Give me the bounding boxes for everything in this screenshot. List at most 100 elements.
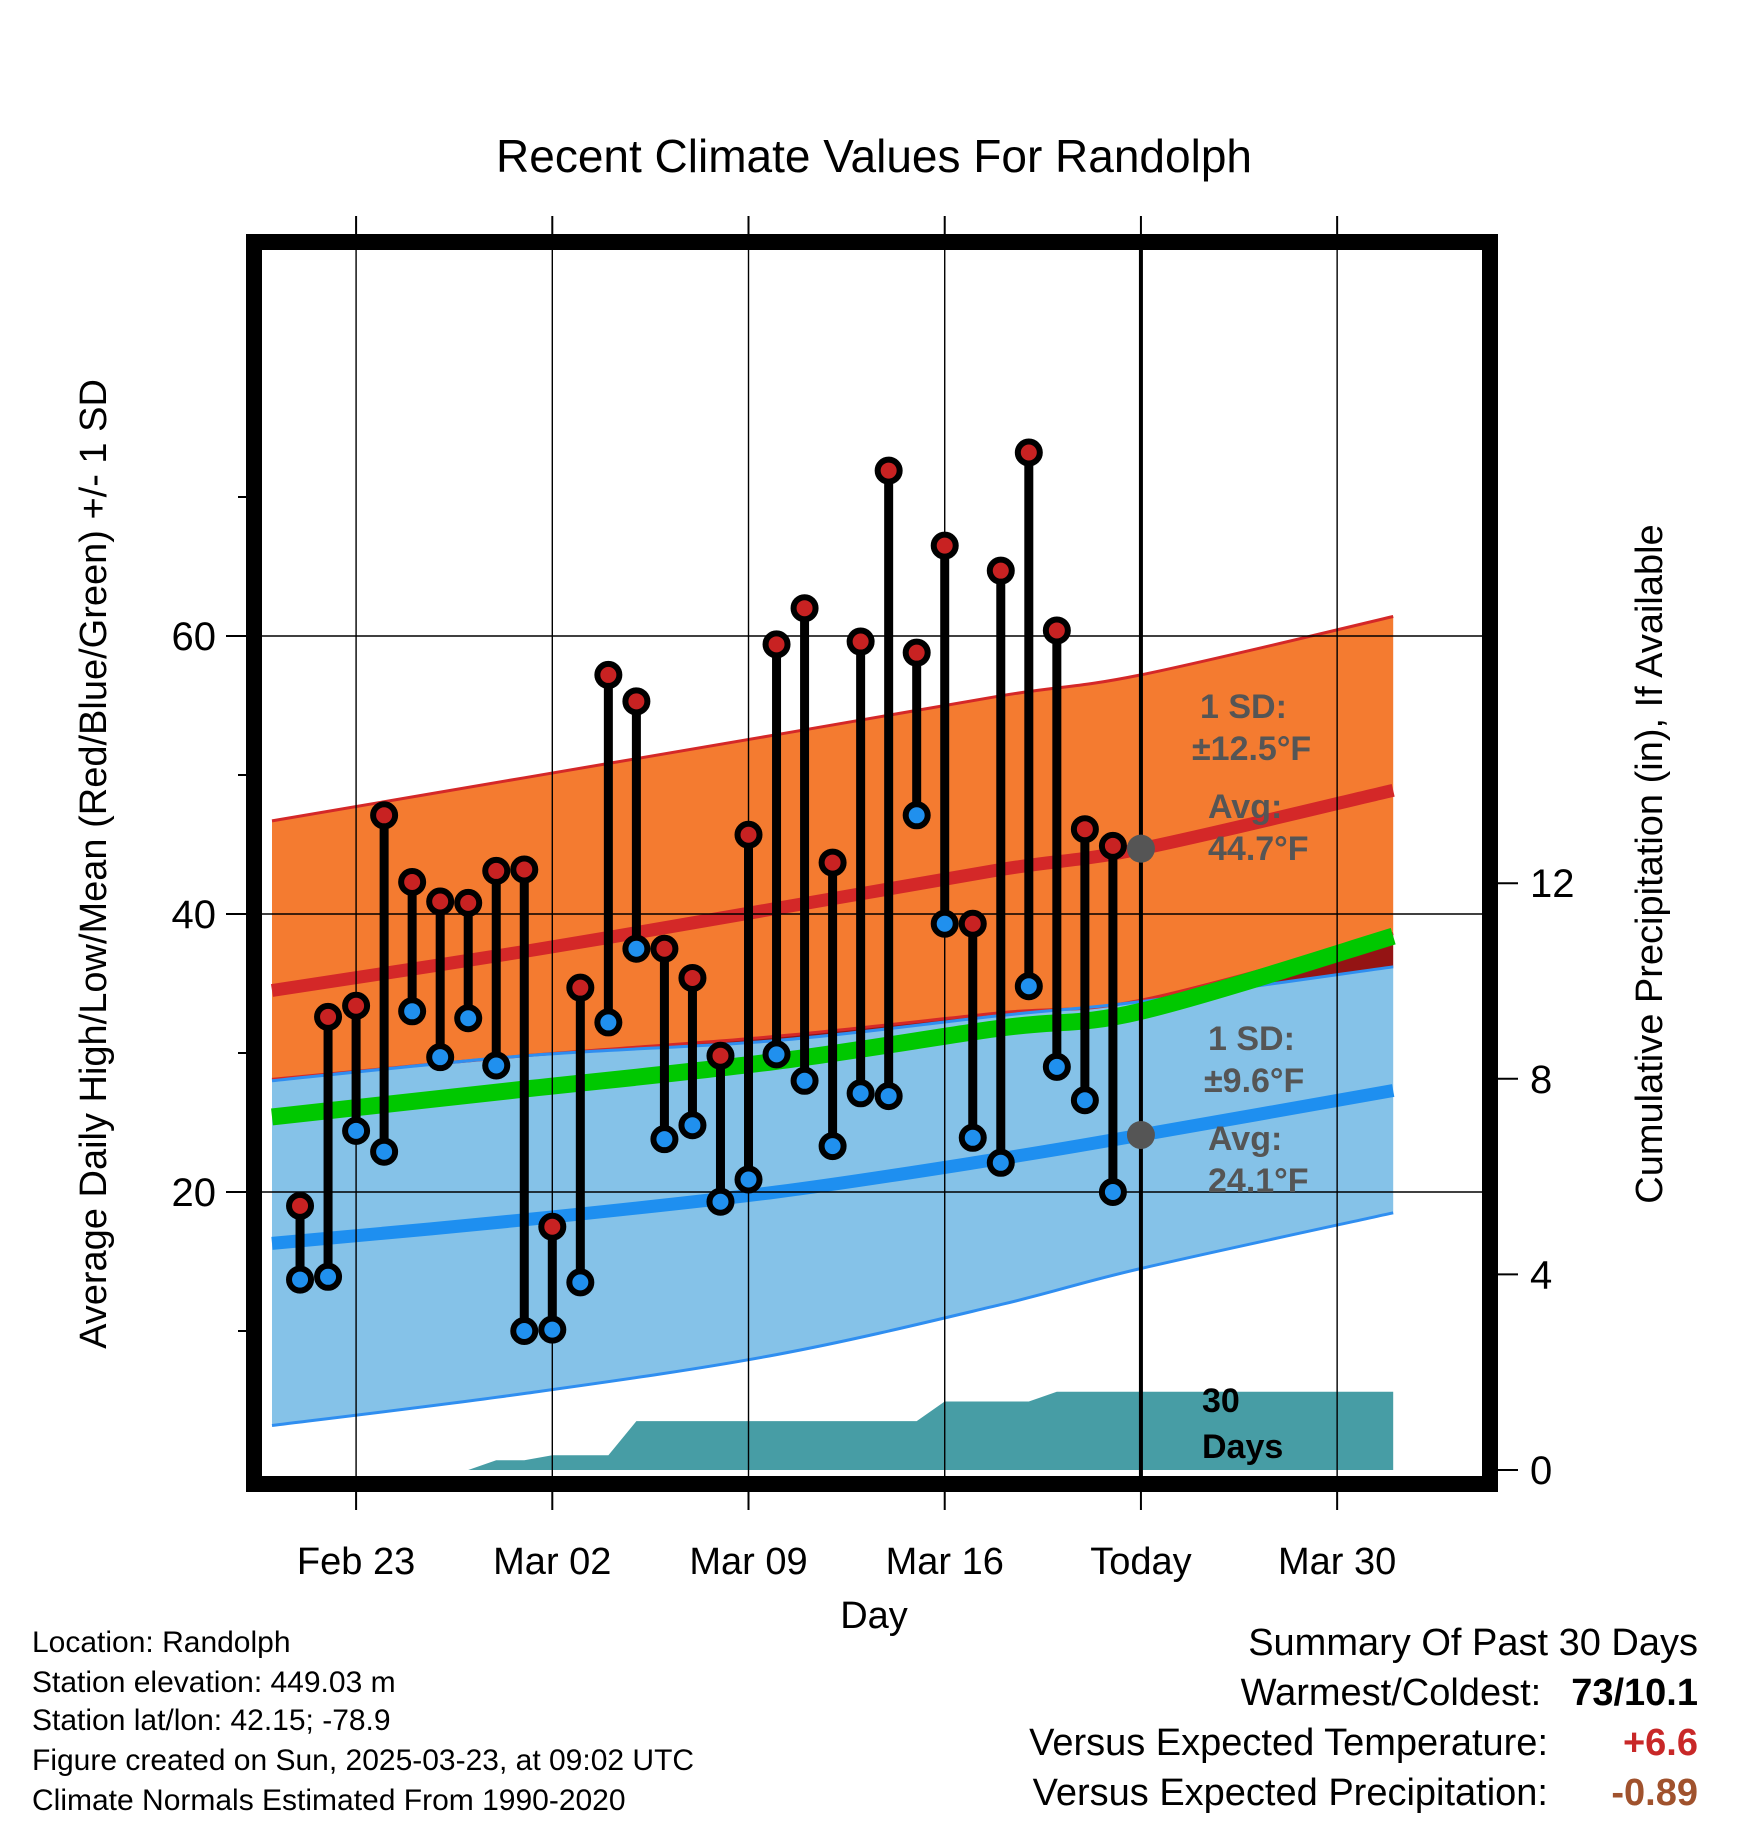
normals-info: Climate Normals Estimated From 1990-2020 [32,1784,626,1817]
days-label: Days [1202,1428,1283,1466]
chart-title: Recent Climate Values For Randolph [496,130,1252,182]
daily-low-point [370,1137,399,1166]
latlon-info: Station lat/lon: 42.15; -78.9 [32,1704,391,1737]
low-normal-line [271,1084,1395,1250]
daily-low-point [510,1317,539,1345]
daily-high-point [286,1191,315,1220]
left-tick-label: 40 [172,893,217,937]
daily-low-point [846,1079,875,1108]
days-count: 30 [1202,1382,1240,1420]
daily-high-point [594,660,623,689]
right-tick-label: 0 [1530,1449,1552,1493]
left-tick-label: 60 [172,615,217,659]
daily-high-point [874,456,903,485]
precip-area [272,1391,1394,1470]
cumulative-precip-area [272,1391,1394,1470]
daily-high-point [538,1212,567,1241]
summary-temp-value: +6.6 [1622,1722,1698,1764]
daily-low-point [342,1116,371,1145]
summary-precip-row: Versus Expected Precipitation: -0.89 [1033,1772,1698,1815]
summary-precip-label: Versus Expected Precipitation: [1032,1772,1548,1814]
high-sd-value: ±12.5°F [1192,730,1311,768]
daily-low-point [314,1262,343,1291]
right-tick-label: 8 [1530,1058,1552,1102]
daily-low-point [426,1043,455,1072]
left-axis-ticks: 20 40 60 [172,496,246,1332]
low-avg-value: 24.1°F [1208,1162,1309,1200]
daily-high-point [342,991,371,1020]
high-upper-edge [271,615,1394,823]
elevation-info: Station elevation: 449.03 m [32,1666,396,1699]
daily-low-point [594,1008,623,1037]
summary-warmest-value: 73/10.1 [1571,1672,1698,1714]
daily-low-point [482,1051,511,1080]
daily-low-point [398,997,427,1026]
daily-low-point [538,1315,567,1344]
low-sd-value: ±9.6°F [1204,1062,1304,1100]
x-axis-label: Day [840,1595,908,1637]
daily-high-point [454,888,483,917]
daily-low-point [762,1040,791,1069]
right-tick-label: 4 [1530,1253,1552,1297]
x-tick-label: Today [1090,1541,1191,1583]
daily-low-point [622,934,651,963]
daily-low-point [1042,1052,1071,1081]
low-avg-label: Avg: [1208,1120,1282,1158]
high-sd-label: 1 SD: [1200,688,1287,726]
daily-high-point [1098,831,1127,860]
location-info: Location: Randolph [32,1626,291,1659]
mean-normal-line [271,928,1396,1126]
daily-high-point [510,855,539,884]
daily-high-point [930,531,959,560]
right-tick-label: 12 [1530,862,1575,906]
daily-high-point [846,627,875,656]
annotations: 1 SD: ±12.5°F Avg: 44.7°F 1 SD: ±9.6°F A… [1126,688,1311,1466]
daily-low-point [650,1125,679,1154]
daily-high-point [426,887,455,916]
summary-warmest-label: Warmest/Coldest: [1240,1672,1542,1714]
summary-temp-row: Versus Expected Temperature: +6.6 [1029,1722,1698,1765]
high-avg-value: 44.7°F [1208,830,1309,868]
high-normal-line [271,783,1395,997]
daily-high-point [650,934,679,963]
daily-high-point [1042,616,1071,645]
created-info: Figure created on Sun, 2025-03-23, at 09… [32,1744,695,1777]
summary-warmest-row: Warmest/Coldest: 73/10.1 [1241,1672,1698,1715]
daily-low-point [678,1111,707,1140]
plot-frame [246,234,1498,1492]
summary-temp-label: Versus Expected Temperature: [1029,1722,1548,1764]
daily-high-point [902,638,931,667]
daily-low-point [930,909,959,938]
high-avg-label: Avg: [1208,788,1282,826]
daily-high-point [314,1002,343,1031]
daily-high-point [566,973,595,1002]
x-tick-label: Mar 02 [493,1541,611,1583]
x-tick-label: Mar 09 [689,1541,807,1583]
daily-dots [286,438,1127,1345]
daily-high-point [790,594,819,623]
daily-high-point [482,856,511,885]
daily-low-point [818,1132,847,1161]
daily-low-point [454,1004,483,1033]
daily-high-point [1014,438,1043,467]
daily-low-point [902,801,931,830]
daily-high-point [706,1041,735,1070]
daily-high-point [1070,815,1099,844]
right-axis-label: Cumulative Precipitation (in), If Availa… [1629,524,1671,1203]
daily-stems [295,452,1118,1331]
daily-high-point [762,630,791,659]
low-sd-label: 1 SD: [1208,1020,1295,1058]
x-tick-label: Mar 30 [1278,1541,1396,1583]
daily-high-point [818,848,847,877]
daily-low-point [874,1082,903,1111]
daily-low-point [566,1268,595,1297]
x-axis-ticks: Feb 23 Mar 02 Mar 09 Mar 16 Today Mar 30 [297,216,1396,1583]
daily-low-point [790,1066,819,1095]
low-lower-edge [271,1211,1394,1427]
left-tick-label: 20 [172,1171,217,1215]
x-tick-label: Mar 16 [886,1541,1004,1583]
daily-low-point [734,1165,763,1194]
high-avg-marker [1126,834,1155,863]
low-avg-marker [1126,1121,1155,1150]
